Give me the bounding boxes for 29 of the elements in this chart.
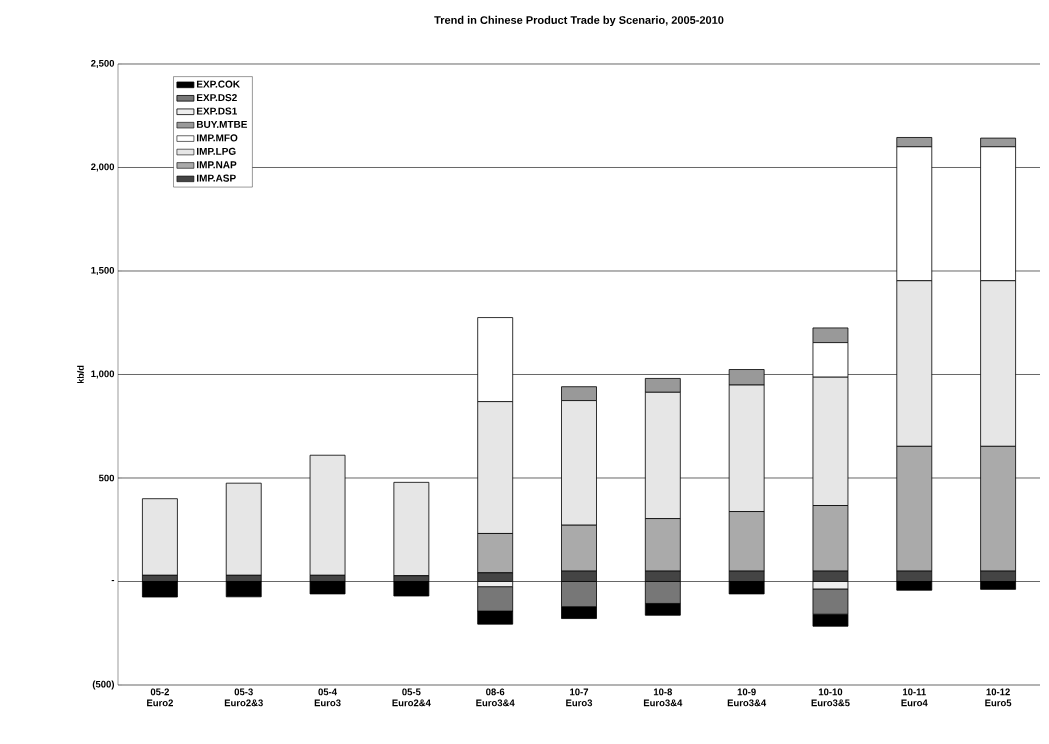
x-tick-label: 10-9 Euro3&4 (727, 688, 767, 707)
legend-label: EXP.COK (196, 80, 240, 88)
x-tick-label: 05-3 Euro2&3 (224, 688, 263, 707)
x-tick-label: 10-12 Euro5 (985, 688, 1012, 707)
legend-label: EXP.DS1 (196, 107, 237, 115)
y-tick-label: 500 (98, 474, 115, 482)
legend-label: IMP.MFO (196, 134, 238, 142)
chart-title: Trend in Chinese Product Trade by Scenario, 2005-2010 (434, 15, 724, 27)
y-tick-label: - (111, 579, 115, 582)
x-tick-label: 05-2 Euro2 (147, 688, 173, 707)
legend-label: IMP.LPG (196, 147, 236, 155)
bar (393, 481, 430, 577)
x-tick-label: 05-5 Euro2&4 (392, 688, 431, 707)
x-tick-label: 10-10 Euro3&5 (811, 688, 850, 707)
x-tick-label: 10-11 Euro4 (901, 688, 928, 707)
legend-label: IMP.ASP (196, 174, 236, 182)
y-tick-label: 1,500 (91, 266, 115, 276)
legend-label: IMP.NAP (196, 161, 237, 169)
x-tick-label: 10-8 Euro3&4 (643, 688, 683, 707)
y-tick-label: (500) (92, 680, 114, 690)
y-tick-label: 2,000 (91, 163, 115, 172)
legend-label: EXP.DS2 (196, 94, 237, 102)
x-tick-label: 10-7 Euro3 (566, 688, 593, 707)
y-tick-label: 2,500 (91, 59, 115, 69)
y-tick-label: 1,000 (91, 370, 115, 379)
x-tick-label: 05-4 Euro3 (314, 688, 341, 707)
y-axis-title: kb/d (77, 365, 84, 384)
x-tick-label: 08-6 Euro3&4 (476, 688, 515, 707)
legend-label: BUY.MTBE (196, 120, 248, 128)
